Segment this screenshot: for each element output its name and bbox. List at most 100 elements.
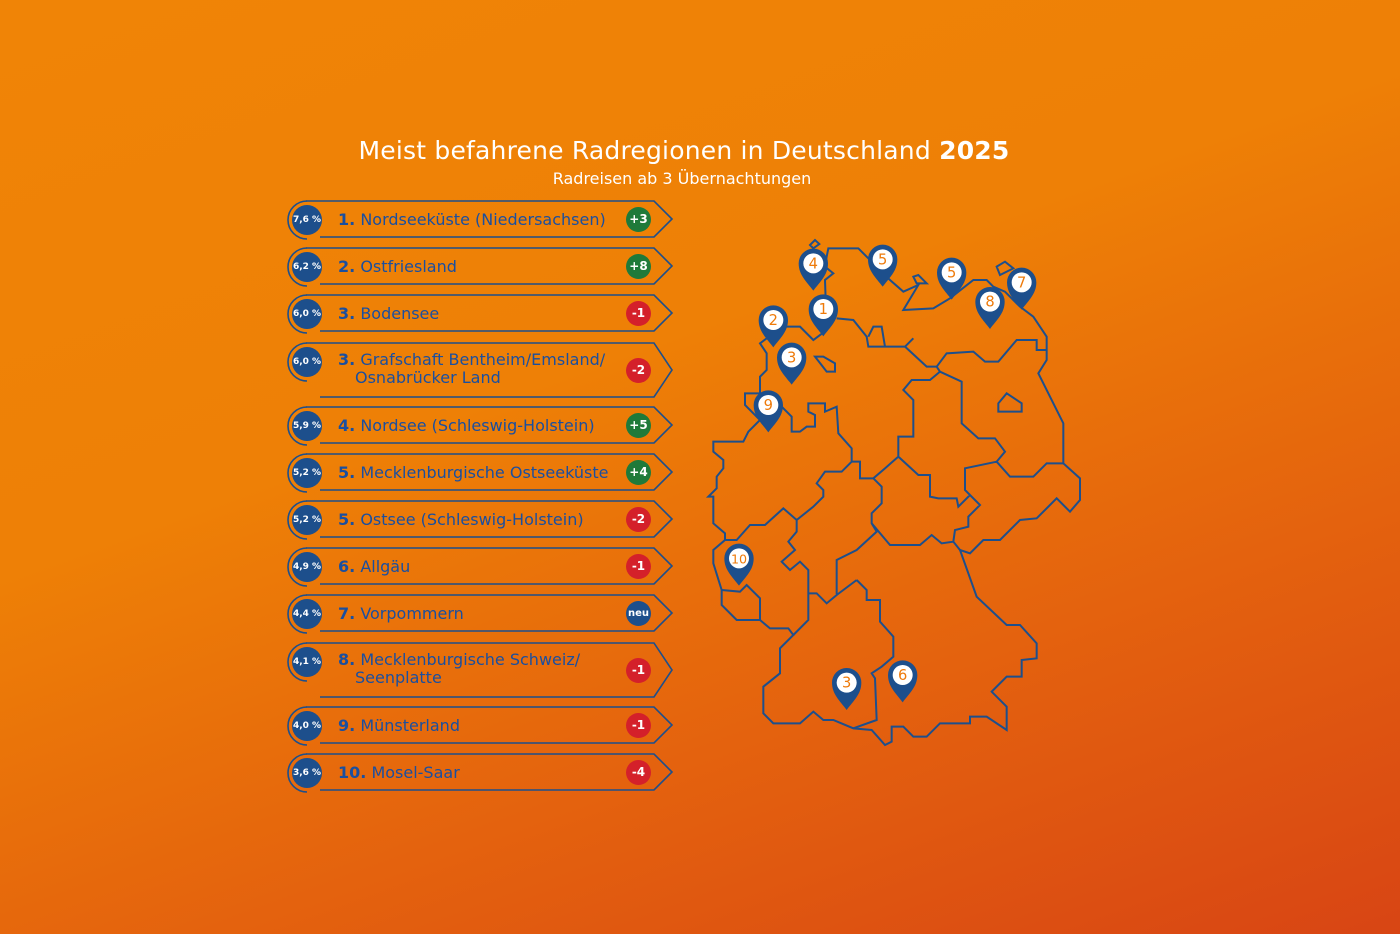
- share-badge: 3,6 %: [292, 758, 322, 788]
- share-badge: 6,0 %: [292, 347, 322, 377]
- ranking-row: 6,2 % 2. Ostfriesland +8: [286, 247, 676, 287]
- change-badge: -1: [626, 300, 651, 326]
- map-pin-icon: 8: [975, 287, 1005, 329]
- ranking-row: 4,4 % 7. Vorpommern neu: [286, 594, 676, 634]
- rank-number: 9.: [338, 716, 356, 735]
- row-arrow-frame: [287, 594, 674, 634]
- ranking-row: 4,0 % 9. Münsterland -1: [286, 706, 676, 746]
- title-year: 2025: [939, 136, 1010, 165]
- change-badge: -2: [626, 357, 651, 383]
- share-value: 4,0 %: [292, 721, 322, 731]
- share-value: 5,2 %: [292, 468, 322, 478]
- region-name-line-1: Ostsee (Schleswig-Holstein): [360, 510, 584, 529]
- region-name-line-1: Ostfriesland: [360, 257, 457, 276]
- map-pin-label: 5: [947, 264, 956, 281]
- region-name-line-1: Mecklenburgische Schweiz/: [360, 650, 581, 669]
- change-badge: +3: [626, 206, 651, 232]
- map-pin-icon: 3: [832, 668, 862, 710]
- change-value: -1: [631, 718, 646, 732]
- share-badge: 7,6 %: [292, 205, 322, 235]
- change-value: neu: [627, 607, 650, 619]
- row-arrow-frame: [287, 706, 674, 746]
- map-pin-icon: 3: [777, 342, 807, 385]
- map-pin-label: 6: [898, 667, 907, 684]
- ranking-row: 5,2 % 5. Ostsee (Schleswig-Holstein) -2: [286, 500, 676, 540]
- map-pin-label: 9: [764, 397, 773, 414]
- change-badge: -4: [626, 759, 651, 785]
- share-value: 6,0 %: [292, 357, 322, 367]
- map-pin-label: 1: [819, 301, 828, 318]
- change-badge: +5: [626, 412, 651, 438]
- region-name-line-1: Nordseeküste (Niedersachsen): [360, 210, 606, 229]
- row-arrow-frame: [287, 247, 674, 287]
- rank-number: 5.: [338, 463, 356, 482]
- row-arrow-frame: [287, 200, 674, 240]
- rank-number: 2.: [338, 257, 356, 276]
- share-value: 4,9 %: [292, 562, 322, 572]
- infographic-subtitle: Radreisen ab 3 Übernachtungen: [552, 169, 812, 188]
- share-value: 6,2 %: [292, 262, 322, 272]
- ranking-row: 7,6 % 1. Nordseeküste (Niedersachsen) +3: [286, 200, 676, 240]
- rank-number: 10.: [338, 763, 367, 782]
- ranking-row: 4,9 % 6. Allgäu -1: [286, 547, 676, 587]
- change-value: -1: [631, 306, 646, 320]
- change-value: +3: [629, 212, 648, 226]
- map-pin-label: 5: [878, 251, 887, 268]
- region-label: 3. Bodensee: [338, 305, 439, 323]
- share-badge: 5,2 %: [292, 458, 322, 488]
- ranking-row: 6,0 % 3. Grafschaft Bentheim/Emsland/ Os…: [286, 342, 676, 398]
- row-arrow-frame: [287, 500, 674, 540]
- rank-number: 5.: [338, 510, 356, 529]
- region-name-line-1: Münsterland: [360, 716, 460, 735]
- region-label: 5. Ostsee (Schleswig-Holstein): [338, 511, 584, 529]
- map-pin-icon: 9: [753, 390, 783, 433]
- change-value: -2: [631, 512, 646, 526]
- change-badge: -2: [626, 506, 651, 532]
- region-name-line-1: Grafschaft Bentheim/Emsland/: [360, 350, 606, 369]
- row-arrow-frame: [287, 342, 673, 398]
- share-badge: 4,1 %: [292, 647, 322, 677]
- row-arrow-frame: [287, 294, 674, 334]
- region-name-line-2: Seenplatte: [355, 668, 442, 687]
- change-badge: +4: [626, 459, 651, 485]
- row-arrow-frame: [287, 406, 674, 446]
- map-pin-label: 7: [1017, 274, 1026, 291]
- region-label: 2. Ostfriesland: [338, 258, 457, 276]
- share-value: 4,1 %: [292, 657, 322, 667]
- change-value: +8: [629, 259, 648, 273]
- change-value: -1: [631, 663, 646, 677]
- row-arrow-frame: [287, 547, 674, 587]
- state-borders: [721, 238, 1064, 730]
- region-name-line-1: Allgäu: [360, 557, 411, 576]
- map-pin-icon: 6: [888, 660, 918, 703]
- region-name-line-1: Mecklenburgische Ostseeküste: [360, 463, 609, 482]
- change-badge: -1: [626, 553, 651, 579]
- change-badge: +8: [626, 253, 651, 279]
- ranking-row: 6,0 % 3. Bodensee -1: [286, 294, 676, 334]
- change-value: +4: [629, 465, 648, 479]
- ranking-row: 5,2 % 5. Mecklenburgische Ostseeküste +4: [286, 453, 676, 493]
- change-value: -4: [631, 765, 646, 779]
- map-pin-icon: 10: [724, 543, 754, 586]
- map-pin-label: 2: [769, 312, 778, 329]
- change-badge: -1: [626, 712, 651, 738]
- region-label: 7. Vorpommern: [338, 605, 464, 623]
- share-badge: 4,9 %: [292, 552, 322, 582]
- map-pin-icon: 2: [758, 305, 788, 348]
- rank-number: 3.: [338, 350, 356, 369]
- map-pin-label: 4: [809, 255, 818, 272]
- share-value: 5,9 %: [292, 421, 322, 431]
- rank-number: 4.: [338, 416, 356, 435]
- region-name-line-1: Vorpommern: [360, 604, 464, 623]
- region-label: 1. Nordseeküste (Niedersachsen): [338, 211, 606, 229]
- rank-number: 6.: [338, 557, 356, 576]
- region-name-line-1: Mosel-Saar: [371, 763, 460, 782]
- map-pin-label: 3: [842, 675, 851, 692]
- map-pin-icon: 4: [798, 248, 828, 291]
- share-badge: 6,0 %: [292, 299, 322, 329]
- share-value: 3,6 %: [292, 768, 322, 778]
- share-badge: 5,2 %: [292, 505, 322, 535]
- region-label: 3. Grafschaft Bentheim/Emsland/ Osnabrüc…: [338, 351, 605, 387]
- region-label: 8. Mecklenburgische Schweiz/ Seenplatte: [338, 651, 580, 687]
- share-value: 6,0 %: [292, 309, 322, 319]
